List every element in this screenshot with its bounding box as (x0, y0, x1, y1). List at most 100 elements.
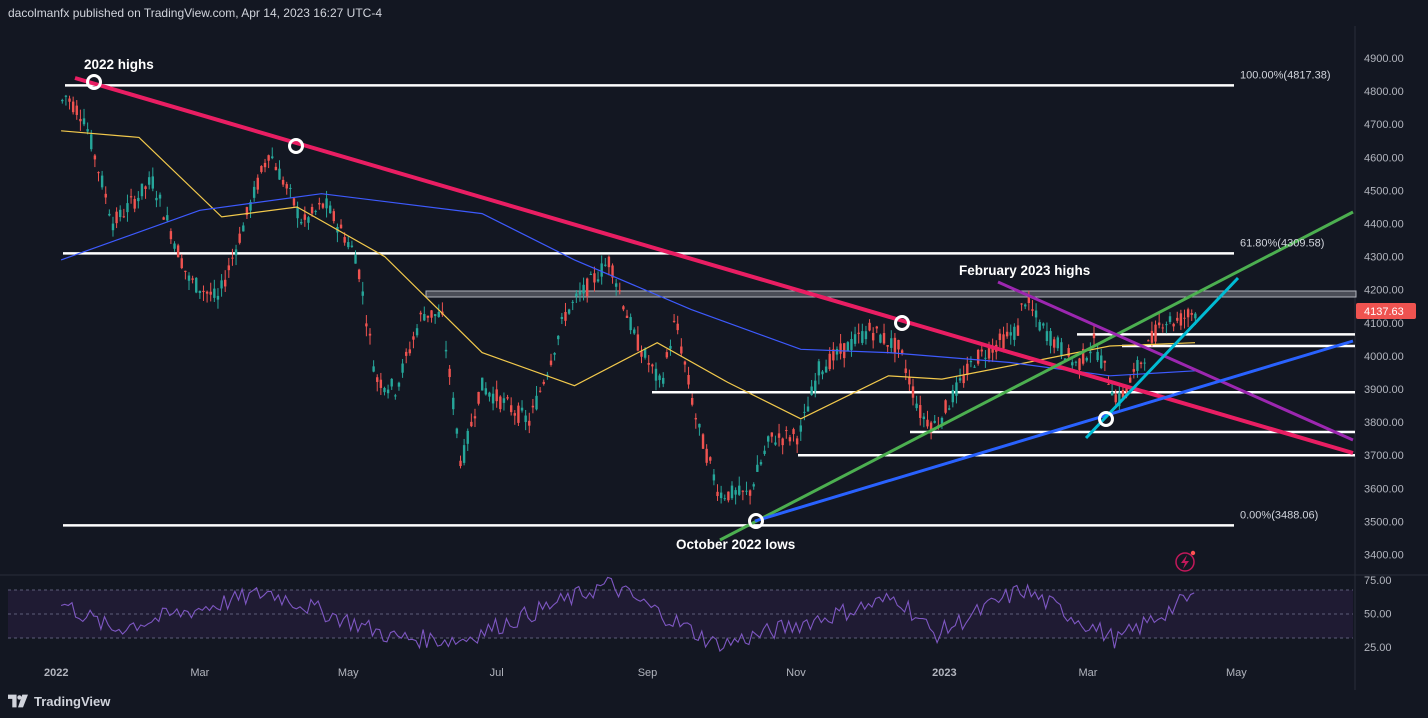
candle-body (538, 390, 542, 392)
candle-body (64, 95, 68, 97)
candle-body (252, 186, 256, 198)
candle-body (1125, 388, 1128, 392)
price-axis-tick: 3400.00 (1364, 550, 1404, 562)
annotation-october-2022-lows: October 2022 lows (676, 537, 795, 552)
candle-body (1081, 348, 1085, 364)
candle-body (549, 360, 553, 365)
candle-body (915, 403, 918, 409)
candle-body (1114, 394, 1117, 403)
candle-body (513, 413, 516, 416)
candle-body (1020, 303, 1023, 305)
candle-body (419, 312, 422, 315)
candle-body (571, 301, 574, 303)
candle-body (126, 203, 129, 213)
candle-body (506, 397, 509, 399)
candle-body (933, 420, 936, 423)
candle-body (1136, 360, 1139, 371)
time-axis-tick: May (1226, 667, 1247, 679)
candle-body (908, 377, 911, 385)
price-axis-tick: 4500.00 (1364, 185, 1404, 197)
candle-body (1139, 362, 1143, 364)
price-chart[interactable]: 2022 highs February 2023 highs October 2… (0, 26, 1428, 690)
candle-body (423, 314, 426, 321)
candle-body (318, 202, 321, 205)
trendline-cyan-ascending[interactable] (1084, 276, 1240, 440)
price-axis-tick: 4000.00 (1364, 351, 1404, 363)
candle-body (926, 419, 929, 427)
candle-body (748, 490, 752, 496)
candle-body (1045, 331, 1049, 342)
candle-body (857, 332, 860, 334)
candle-body (604, 264, 607, 266)
time-axis-tick: Nov (786, 667, 806, 679)
trendline-purple-descending[interactable] (997, 280, 1354, 442)
candle-body (640, 351, 643, 357)
resistance-zone (425, 290, 1357, 298)
time-axis-tick: Mar (1078, 667, 1097, 679)
candle-body (553, 353, 556, 355)
candle-body (205, 291, 209, 294)
candle-body (658, 375, 661, 381)
candle-body (296, 207, 299, 219)
candle-body (1186, 309, 1190, 318)
trendline-green-ascending[interactable] (719, 210, 1354, 542)
candle-body (1107, 383, 1110, 385)
tradingview-brand[interactable]: TradingView (8, 690, 110, 712)
candle-body (900, 350, 904, 354)
lightning-icon[interactable] (1175, 550, 1196, 572)
candle-body (810, 386, 813, 396)
candle-body (687, 375, 690, 385)
candle-body (803, 411, 806, 413)
price-axis-tick: 4800.00 (1364, 86, 1404, 98)
candle-body (517, 405, 520, 423)
candle-body (564, 311, 567, 321)
candle-body (1027, 296, 1031, 304)
trendline-blue-ascending[interactable] (754, 339, 1354, 523)
candle-body (466, 430, 469, 444)
price-axis-tick: 3600.00 (1364, 483, 1404, 495)
candle-body (303, 214, 307, 220)
candle-body (893, 337, 897, 354)
candle-body (868, 322, 871, 331)
candle-body (133, 198, 136, 209)
candle-body (528, 420, 531, 426)
price-axis-tick: 3900.00 (1364, 384, 1404, 396)
candle-body (122, 216, 126, 218)
fibonacci-level-label: 0.00%(3488.06) (1240, 509, 1318, 521)
candle-body (361, 291, 364, 296)
candle-body (625, 315, 629, 319)
candle-body (151, 176, 154, 189)
candle-body (864, 331, 868, 340)
candle-body (958, 378, 962, 381)
candle-body (491, 393, 495, 404)
time-axis-tick: 2022 (44, 667, 68, 679)
candle-body (274, 166, 278, 171)
candle-body (158, 194, 162, 199)
candle-body (1183, 317, 1186, 319)
candle-body (730, 485, 734, 499)
candle-body (495, 389, 498, 402)
candle-body (651, 364, 654, 367)
candle-body (90, 134, 93, 150)
candle-body (97, 172, 100, 174)
candle-body (575, 293, 578, 297)
candle-body (238, 233, 241, 243)
candle-body (100, 175, 104, 188)
candle-body (593, 273, 596, 283)
candle-body (1121, 389, 1125, 398)
candle-body (846, 342, 850, 352)
trendline-red-descending[interactable] (74, 76, 1354, 455)
candle-body (998, 333, 1002, 340)
candle-body (111, 223, 115, 231)
candle-body (354, 254, 357, 264)
candle-body (321, 203, 325, 208)
candle-body (1056, 337, 1059, 349)
candle-body (509, 405, 513, 413)
candle-body (129, 196, 133, 198)
candle-body (68, 98, 71, 102)
candle-body (104, 193, 107, 198)
candle-body (1179, 313, 1183, 326)
candle-body (180, 258, 183, 269)
candle-body (271, 156, 274, 159)
candle-body (325, 198, 328, 209)
